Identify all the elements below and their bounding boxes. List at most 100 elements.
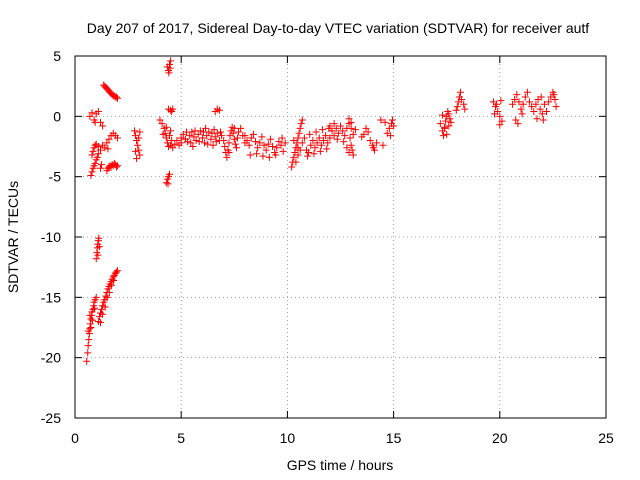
data-point (135, 146, 143, 154)
data-point (183, 128, 191, 136)
data-point (334, 129, 342, 137)
data-point (496, 121, 504, 129)
data-point (113, 267, 121, 275)
data-point (322, 132, 330, 140)
data-point (269, 143, 277, 150)
data-point (158, 120, 166, 128)
data-point (533, 115, 541, 123)
data-point (351, 126, 359, 134)
data-point (84, 342, 92, 350)
data-point (523, 88, 531, 96)
data-point (278, 134, 286, 142)
data-point (292, 158, 300, 166)
data-point (294, 151, 302, 159)
data-point (96, 146, 104, 154)
data-point (369, 144, 377, 152)
data-point (326, 122, 334, 130)
data-point (198, 134, 206, 142)
data-point (537, 93, 545, 101)
data-point (517, 105, 525, 113)
data-point (173, 136, 181, 144)
data-point (256, 139, 264, 147)
data-point (209, 141, 217, 149)
data-point (215, 106, 223, 114)
data-point (460, 100, 468, 108)
data-point (316, 147, 324, 155)
data-point (297, 120, 305, 128)
data-point (447, 118, 455, 126)
data-point (249, 130, 257, 138)
data-point (85, 336, 93, 344)
data-point (94, 251, 102, 259)
data-point (190, 133, 198, 141)
data-point (539, 116, 547, 124)
x-tick-label: 5 (177, 430, 185, 446)
data-point (551, 95, 559, 103)
x-tick-labels: 0 5 10 15 20 25 (71, 430, 614, 446)
data-point (443, 130, 451, 138)
data-point (545, 98, 553, 106)
data-point (245, 141, 253, 149)
data-point (377, 116, 385, 124)
data-point (101, 144, 109, 152)
data-point (246, 151, 254, 159)
data-point (132, 147, 140, 155)
data-point (247, 134, 255, 142)
data-point (96, 319, 104, 327)
data-point (493, 100, 501, 108)
data-point (328, 127, 336, 135)
data-point (87, 324, 95, 331)
data-point (98, 305, 106, 313)
data-point (532, 100, 540, 108)
data-point (92, 255, 100, 263)
data-point (389, 116, 397, 124)
y-tick-label: -20 (41, 350, 61, 366)
data-point (88, 151, 96, 159)
data-point (164, 180, 172, 188)
data-point (165, 69, 173, 77)
data-point (86, 311, 94, 319)
data-point (320, 136, 328, 144)
data-point (340, 138, 348, 146)
data-point (300, 134, 308, 142)
data-point (83, 357, 91, 365)
data-point (330, 120, 338, 128)
data-point (91, 304, 99, 312)
data-point (223, 153, 231, 161)
data-point (112, 93, 120, 101)
data-point (105, 289, 113, 297)
data-point (364, 128, 372, 136)
data-point (113, 94, 121, 102)
data-point (358, 133, 366, 141)
data-point (159, 130, 167, 138)
data-point (526, 98, 534, 106)
data-point (102, 292, 110, 300)
data-point (87, 171, 95, 179)
data-point (230, 135, 238, 143)
data-point (94, 143, 102, 150)
data-point (101, 303, 109, 311)
data-point (347, 141, 355, 149)
data-point (324, 139, 332, 147)
data-point (333, 135, 341, 143)
data-point (349, 130, 357, 138)
data-point (379, 141, 387, 149)
data-point (162, 179, 170, 187)
data-point (277, 141, 285, 149)
y-tick-label: -5 (49, 169, 62, 185)
data-point (91, 118, 99, 126)
data-point (309, 136, 317, 144)
data-point (266, 135, 274, 143)
data-point (306, 130, 314, 138)
data-point (232, 144, 240, 152)
data-point (347, 118, 355, 126)
data-point (509, 100, 517, 108)
data-point (91, 141, 99, 149)
data-point (235, 128, 243, 136)
data-point (521, 93, 529, 101)
data-point (211, 133, 219, 141)
data-point (518, 110, 526, 118)
data-point (442, 117, 450, 125)
y-tick-label: 5 (53, 48, 61, 64)
data-point (343, 144, 351, 152)
